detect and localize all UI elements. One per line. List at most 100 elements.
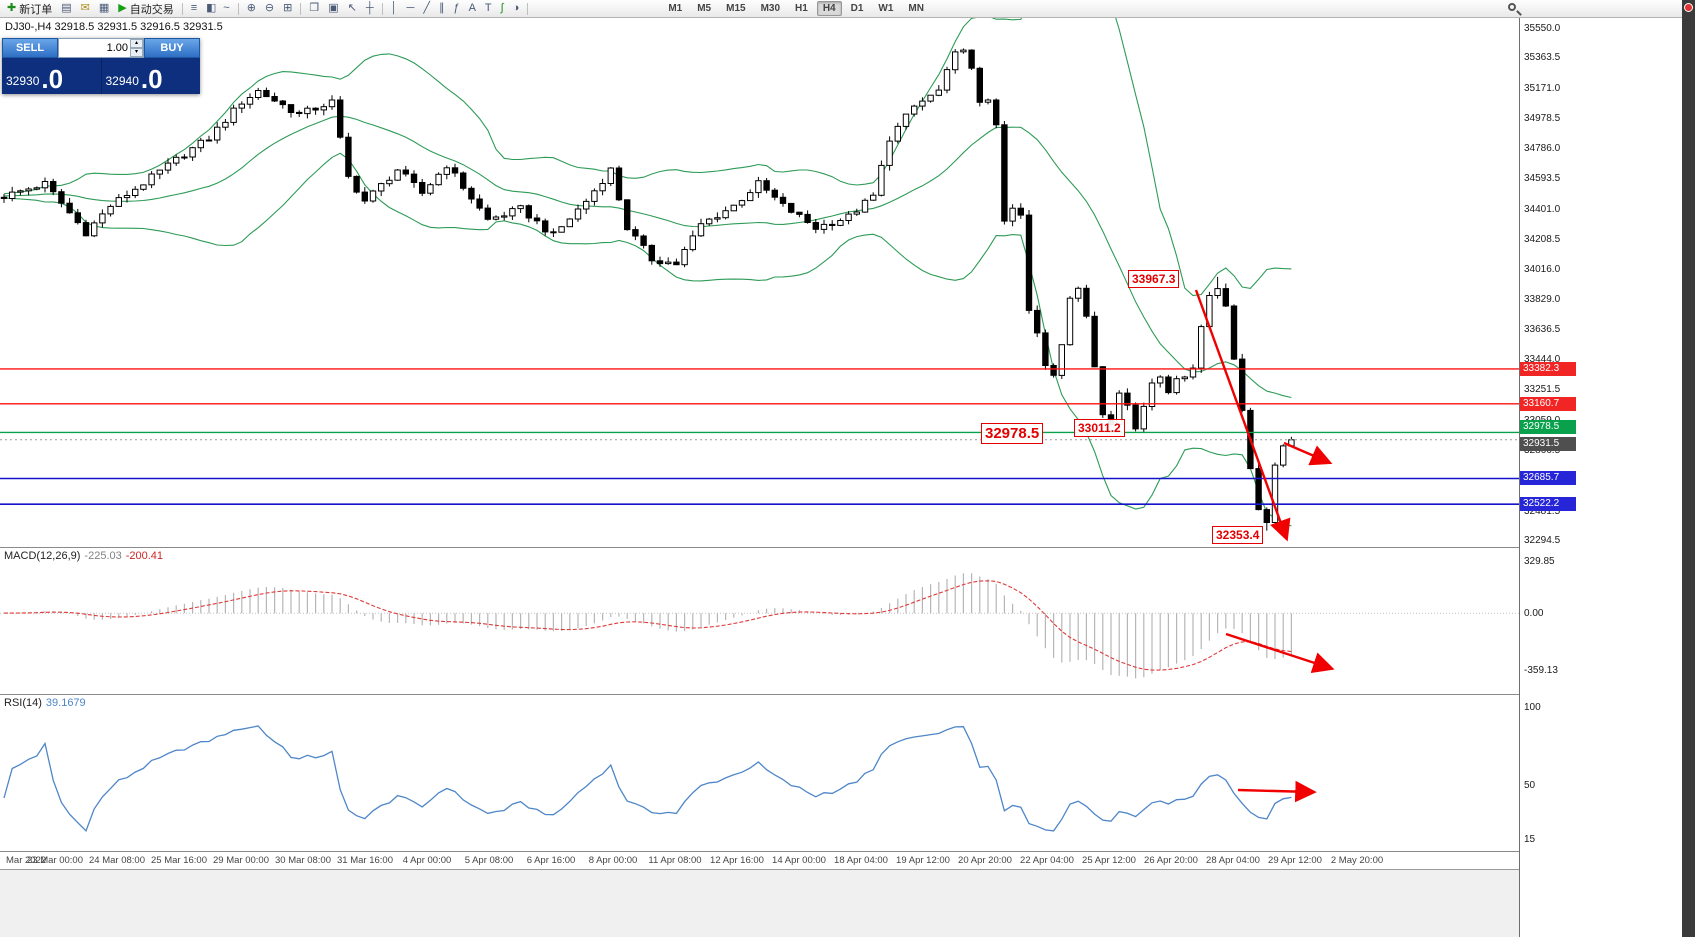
one-click-trading-widget: SELL ▴ ▾ BUY 32930.0 32940 [2, 38, 200, 94]
timeframe-m15-button[interactable]: M15 [720, 1, 751, 16]
timeframe-h1-button[interactable]: H1 [789, 1, 814, 16]
time-axis-label: 8 Apr 00:00 [588, 855, 638, 866]
toolbar-separator [527, 2, 529, 15]
timeframe-w1-button[interactable]: W1 [872, 1, 899, 16]
axis-tick: 34401.0 [1524, 203, 1561, 215]
time-axis-label: 30 Mar 08:00 [275, 855, 331, 866]
candlestick-icon[interactable]: ▮▯ [202, 1, 218, 17]
volume-increase-button[interactable]: ▴ [130, 39, 143, 48]
tile-windows-icon[interactable]: ⊞ [279, 1, 296, 17]
ask-price[interactable]: 32940.0 [100, 58, 201, 94]
macd-signal-value: -200.41 [125, 550, 164, 562]
timeframe-mn-button[interactable]: MN [902, 1, 930, 16]
price-annotation[interactable]: 33011.2 [1074, 419, 1125, 437]
text-icon: A [468, 2, 476, 14]
macd-name: MACD(12,26,9) [4, 550, 81, 562]
zoom-in-icon[interactable]: ⊕ [243, 1, 260, 17]
volume-field: ▴ ▾ [58, 38, 144, 58]
toolbar-separator [381, 2, 383, 15]
price-axis[interactable]: 35550.0 35363.5 35171.0 34978.5 34786.0 34593… [1519, 18, 1682, 937]
channel-icon[interactable]: ∥ [435, 1, 449, 17]
mail-icon[interactable]: ✉ [77, 1, 94, 17]
label-icon: T [484, 2, 492, 14]
rsi-value: 39.1679 [45, 697, 86, 709]
time-axis[interactable]: Mar 2022 23 Mar 00:00 24 Mar 08:00 25 Mar 1… [0, 852, 1519, 870]
axis-price-marker[interactable]: 32522.2 [1520, 497, 1576, 512]
new-order-button[interactable]: ✚ 新订单 [3, 1, 56, 17]
text-icon[interactable]: A [465, 1, 480, 17]
symbol-ohlc-info: DJ30-,H4 32918.5 32931.5 32916.5 32931.5 [5, 21, 223, 33]
axis-price-marker[interactable]: 33382.3 [1520, 361, 1576, 376]
axis-price-marker[interactable]: 33160.7 [1520, 396, 1576, 411]
sell-button[interactable]: SELL [2, 38, 58, 58]
line-chart-icon[interactable]: ~ [219, 1, 233, 17]
time-axis-label: 25 Mar 16:00 [151, 855, 207, 866]
axis-tick: 100 [1524, 702, 1541, 714]
rsi-panel[interactable]: RSI(14) 39.1679 [0, 695, 1519, 852]
time-axis-label: 29 Apr 12:00 [1268, 855, 1322, 866]
bid-price-big: .0 [41, 64, 64, 94]
zoom-out-icon[interactable]: ⊖ [261, 1, 278, 17]
time-axis-label: 23 Mar 00:00 [27, 855, 83, 866]
axis-price-marker[interactable]: 32685.7 [1520, 471, 1576, 486]
axis-tick: 15 [1524, 833, 1536, 845]
timeframe-m5-button[interactable]: M5 [691, 1, 717, 16]
horizontal-line-icon[interactable]: ─ [403, 1, 419, 17]
new-order-button-label: 新订单 [19, 3, 53, 16]
axis-price-marker[interactable]: 32978.5 [1520, 420, 1576, 435]
rsi-chart[interactable] [0, 695, 1519, 852]
price-annotation[interactable]: 32978.5 [981, 423, 1044, 444]
bid-price[interactable]: 32930.0 [2, 58, 101, 94]
time-axis-label: 11 Apr 08:00 [648, 855, 702, 866]
axis-tick: 33059.0 [1524, 415, 1560, 426]
channel-icon: ∥ [438, 2, 445, 14]
price-chart-panel[interactable]: DJ30-,H4 32918.5 32931.5 32916.5 32931.5… [0, 18, 1519, 548]
cycles-icon[interactable]: ◑ [509, 1, 524, 17]
tile-windows-icon: ⊞ [283, 2, 293, 14]
axis-tick: 34208.5 [1524, 233, 1561, 245]
data-window-icon[interactable]: ▦ [95, 1, 113, 17]
trendline-icon[interactable]: ╱ [419, 1, 434, 17]
search-icon[interactable] [1508, 3, 1516, 11]
toolbar-spacer [532, 8, 660, 9]
price-annotation[interactable]: 32353.4 [1212, 526, 1264, 544]
timeframe-m1-button[interactable]: M1 [662, 1, 688, 16]
volume-spinner: ▴ ▾ [130, 39, 143, 57]
macd-chart[interactable] [0, 548, 1519, 695]
macd-panel[interactable]: MACD(12,26,9) -225.03 -200.41 [0, 548, 1519, 695]
axis-tick: 34786.0 [1524, 143, 1561, 155]
cursor-icon[interactable]: ↖ [344, 1, 361, 17]
time-axis-label: 14 Apr 00:00 [772, 855, 826, 866]
buy-button[interactable]: BUY [144, 38, 200, 58]
cascade-icon[interactable]: ❐ [305, 1, 323, 17]
chart-column: DJ30-,H4 32918.5 32931.5 32916.5 32931.5… [0, 18, 1519, 937]
timeframe-d1-button[interactable]: D1 [845, 1, 870, 16]
timeframe-m30-button[interactable]: M30 [755, 1, 786, 16]
rsi-name: RSI(14) [4, 697, 42, 709]
candlestick-chart[interactable] [0, 18, 1519, 548]
rsi-label: RSI(14) 39.1679 [4, 697, 86, 709]
vertical-line-icon[interactable]: │ [387, 1, 402, 17]
axis-tick: 34978.5 [1524, 112, 1561, 124]
time-axis-label: 12 Apr 16:00 [710, 855, 764, 866]
chart-window-icon: ▤ [61, 2, 72, 14]
line-chart-icon: ~ [223, 2, 230, 14]
arrange-icon[interactable]: ▣ [324, 1, 342, 17]
autotrading-button[interactable]: ▶ 自动交易 [114, 1, 177, 17]
bid-price-main: 32930 [6, 74, 40, 88]
axis-tick: 33444.0 [1524, 354, 1561, 366]
timeframe-h4-button[interactable]: H4 [816, 1, 842, 16]
axis-price-marker[interactable]: 32931.5 [1520, 436, 1576, 451]
indicators-icon[interactable]: ∫ [497, 1, 508, 17]
crosshair-icon[interactable]: ┼ [362, 1, 378, 17]
right-scrollbar[interactable] [1682, 0, 1695, 937]
axis-tick: 33829.0 [1524, 293, 1561, 305]
price-annotation[interactable]: 33967.3 [1128, 270, 1180, 288]
volume-decrease-button[interactable]: ▾ [130, 48, 143, 57]
new-order-icon: ✚ [7, 2, 17, 14]
fibonacci-icon[interactable]: ƒ [449, 1, 463, 17]
label-icon[interactable]: T [481, 1, 496, 17]
chart-window-icon[interactable]: ▤ [57, 1, 75, 17]
bar-chart-icon[interactable]: ≡ [187, 1, 201, 17]
volume-input[interactable] [59, 39, 130, 57]
